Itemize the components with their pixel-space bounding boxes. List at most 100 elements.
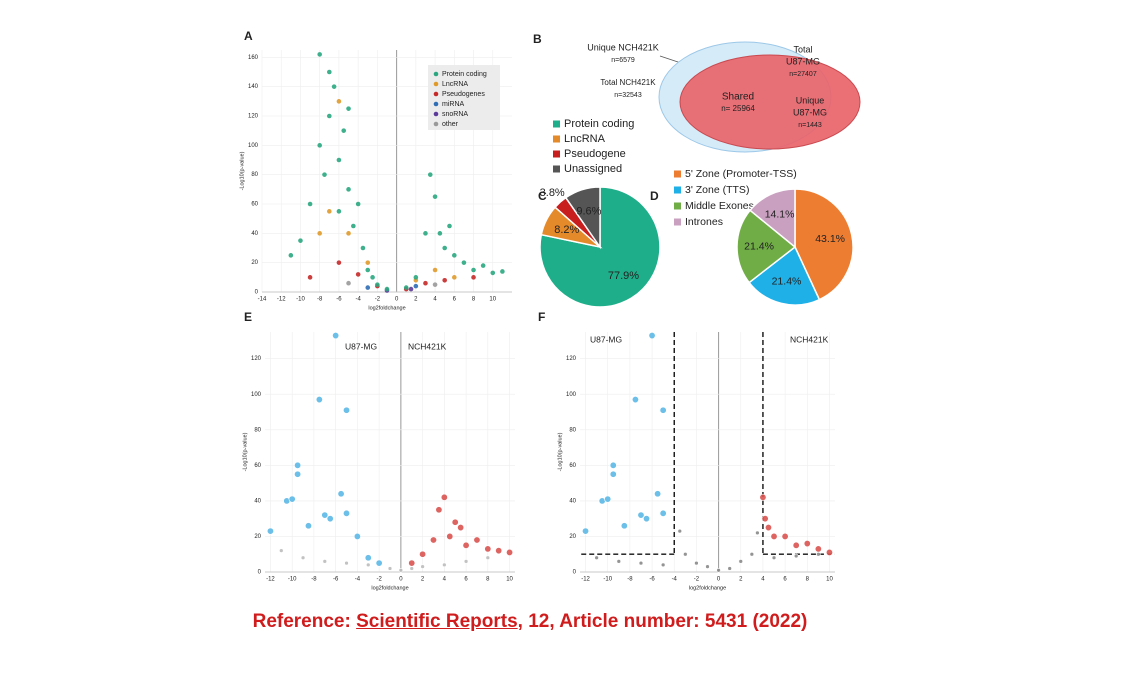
point [304, 522, 312, 530]
point [793, 553, 799, 559]
legend-label: miRNA [442, 101, 464, 108]
series-label: NCH421K [790, 334, 829, 344]
point [375, 282, 380, 287]
legend-label: 5' Zone (Promoter-TSS) [685, 168, 797, 180]
point [294, 461, 302, 469]
venn-label: n= 25964 [721, 104, 755, 113]
x-tick-label: 2 [739, 577, 743, 583]
legend-swatch [674, 202, 681, 210]
legend-swatch [674, 170, 681, 178]
point [638, 560, 644, 566]
venn-label: U87-MG [793, 107, 827, 117]
pie-label: 21.4% [744, 240, 774, 252]
pie-slice [539, 186, 661, 308]
x-tick-label: -6 [649, 577, 655, 583]
point [365, 260, 371, 265]
y-tick-label: 40 [251, 231, 258, 237]
y-tick-label: 100 [248, 143, 259, 149]
point [408, 559, 416, 567]
legend-swatch [674, 186, 681, 194]
point [616, 559, 622, 564]
point [423, 280, 428, 286]
point [408, 286, 414, 292]
series-label: U87-MG [345, 341, 377, 351]
point [398, 568, 404, 573]
point [803, 540, 811, 548]
x-axis-label: log2foldchange [368, 305, 405, 311]
pie-slice [794, 188, 854, 301]
point [437, 231, 443, 236]
point [490, 270, 496, 276]
legend-label: LncRNA [564, 133, 606, 145]
point [761, 515, 769, 523]
point [279, 548, 284, 553]
point [355, 201, 361, 207]
y-tick-label: 120 [251, 356, 262, 362]
point [307, 275, 313, 280]
y-tick-label: 100 [566, 392, 577, 398]
y-tick-label: 20 [569, 534, 576, 540]
y-tick-label: 0 [255, 290, 259, 296]
x-tick-label: -2 [375, 297, 381, 303]
venn-label: n=32543 [614, 92, 642, 99]
x-axis-label: log2foldchange [371, 585, 408, 591]
point [326, 515, 334, 523]
point [770, 532, 778, 540]
reference-journal: Scientific Reports [356, 611, 518, 632]
x-tick-label: -10 [603, 577, 612, 583]
point [471, 267, 476, 273]
point [409, 566, 414, 571]
point [604, 495, 612, 503]
venn-label: n=1443 [798, 122, 822, 129]
point [792, 541, 800, 549]
point [419, 550, 427, 558]
point [337, 490, 345, 498]
pie-label: 14.1% [765, 208, 795, 220]
point [484, 545, 492, 553]
y-tick-label: 140 [248, 84, 259, 90]
point [343, 406, 351, 414]
x-tick-label: 0 [717, 577, 721, 583]
point [427, 172, 433, 177]
reference: Reference: Scientific Reports, 12, Artic… [0, 611, 1060, 633]
point [317, 143, 322, 148]
pie-label: 3.8% [540, 187, 565, 199]
point [609, 461, 617, 469]
point [620, 522, 628, 530]
point [764, 524, 772, 532]
point [755, 530, 760, 536]
y-tick-label: 0 [573, 570, 577, 576]
point [365, 267, 371, 273]
point [442, 562, 447, 568]
point [288, 253, 294, 258]
venn-label: n=27407 [789, 71, 817, 78]
x-tick-label: -6 [336, 297, 342, 303]
legend-label: Protein coding [564, 118, 634, 130]
point [321, 511, 329, 519]
panel-letter: D [650, 189, 659, 203]
point [346, 231, 351, 236]
point [341, 128, 347, 133]
legend-label: Intrones [685, 216, 723, 228]
x-tick-label: 10 [506, 577, 513, 583]
venn-label: n=6579 [611, 57, 635, 64]
y-tick-label: 20 [254, 534, 261, 540]
point [447, 223, 452, 229]
point [659, 406, 667, 414]
x-axis-label: log2foldchange [689, 585, 726, 591]
point [654, 490, 662, 498]
point [317, 231, 322, 236]
point [816, 552, 821, 557]
x-tick-label: 10 [826, 577, 833, 583]
legend-label: other [442, 121, 459, 128]
y-tick-label: 100 [251, 392, 262, 398]
point [365, 285, 371, 290]
x-tick-label: 6 [783, 577, 787, 583]
x-tick-label: 0 [395, 297, 399, 303]
point [727, 566, 732, 571]
point [343, 509, 351, 517]
point [659, 509, 667, 517]
x-tick-label: -8 [627, 577, 633, 583]
y-tick-label: 40 [569, 498, 576, 504]
